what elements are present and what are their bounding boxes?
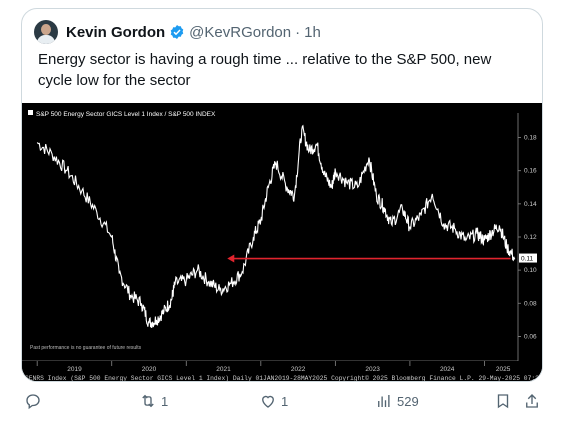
- bookmark-button[interactable]: [494, 392, 512, 410]
- last-value-label: 0.11: [521, 256, 534, 263]
- reply-icon: [26, 394, 40, 410]
- chart-image[interactable]: S&P 500 Energy Sector GICS Level 1 Index…: [22, 103, 542, 382]
- series-line: [36, 124, 516, 328]
- x-tick-label: 2021: [216, 366, 231, 373]
- x-tick-label: 2025: [496, 366, 511, 373]
- views-button[interactable]: 529: [375, 392, 419, 410]
- tweet-text: Energy sector is having a rough time ...…: [38, 51, 492, 89]
- y-tick-label: 0.10: [524, 267, 537, 274]
- y-tick-label: 0.16: [524, 168, 537, 175]
- like-button[interactable]: 1: [259, 392, 288, 410]
- views-icon: [378, 395, 390, 407]
- reply-button[interactable]: [24, 392, 46, 410]
- x-tick-label: 2020: [142, 366, 157, 373]
- share-icon: [526, 394, 538, 408]
- heart-icon: [262, 395, 274, 408]
- repost-button[interactable]: 1: [139, 392, 168, 410]
- y-tick-label: 0.14: [524, 201, 537, 208]
- repost-count: 1: [161, 393, 169, 409]
- share-button[interactable]: [523, 392, 541, 410]
- last-value-box: [519, 253, 537, 263]
- like-count: 1: [281, 393, 289, 409]
- chart-footnote: Past performance is no guarantee of futu…: [30, 345, 142, 351]
- author-name[interactable]: Kevin Gordon: [66, 23, 166, 41]
- author-handle[interactable]: @KevRGordon: [189, 23, 292, 41]
- chart: S&P 500 Energy Sector GICS Level 1 Index…: [22, 103, 542, 382]
- y-tick-label: 0.06: [524, 333, 537, 340]
- y-tick-label: 0.18: [524, 135, 537, 142]
- bookmark-icon: [497, 394, 509, 409]
- x-axis-band: [22, 361, 542, 381]
- chart-caption: SENRS Index (S&P 500 Energy Sector GICS …: [25, 374, 542, 382]
- x-tick-label: 2019: [67, 366, 82, 373]
- legend-swatch: [28, 110, 33, 115]
- chart-legend: S&P 500 Energy Sector GICS Level 1 Index…: [36, 111, 216, 118]
- x-tick-label: 2022: [291, 366, 306, 373]
- view-count: 529: [397, 393, 419, 409]
- tweet-header: Kevin Gordon @KevRGordon · 1h: [34, 19, 321, 45]
- y-tick-label: 0.08: [524, 300, 537, 307]
- post-time[interactable]: 1h: [304, 23, 321, 41]
- tweet-card[interactable]: Kevin Gordon @KevRGordon · 1h Energy sec…: [21, 8, 543, 382]
- x-tick-label: 2023: [365, 366, 380, 373]
- separator-dot: ·: [295, 23, 301, 41]
- avatar[interactable]: [34, 20, 58, 44]
- red-arrow-head: [227, 254, 235, 263]
- verified-badge-icon: [170, 25, 184, 39]
- repost-icon: [142, 394, 154, 408]
- x-tick-label: 2024: [440, 366, 455, 373]
- action-bar: 1 1 529: [0, 392, 565, 418]
- y-tick-label: 0.12: [524, 234, 537, 241]
